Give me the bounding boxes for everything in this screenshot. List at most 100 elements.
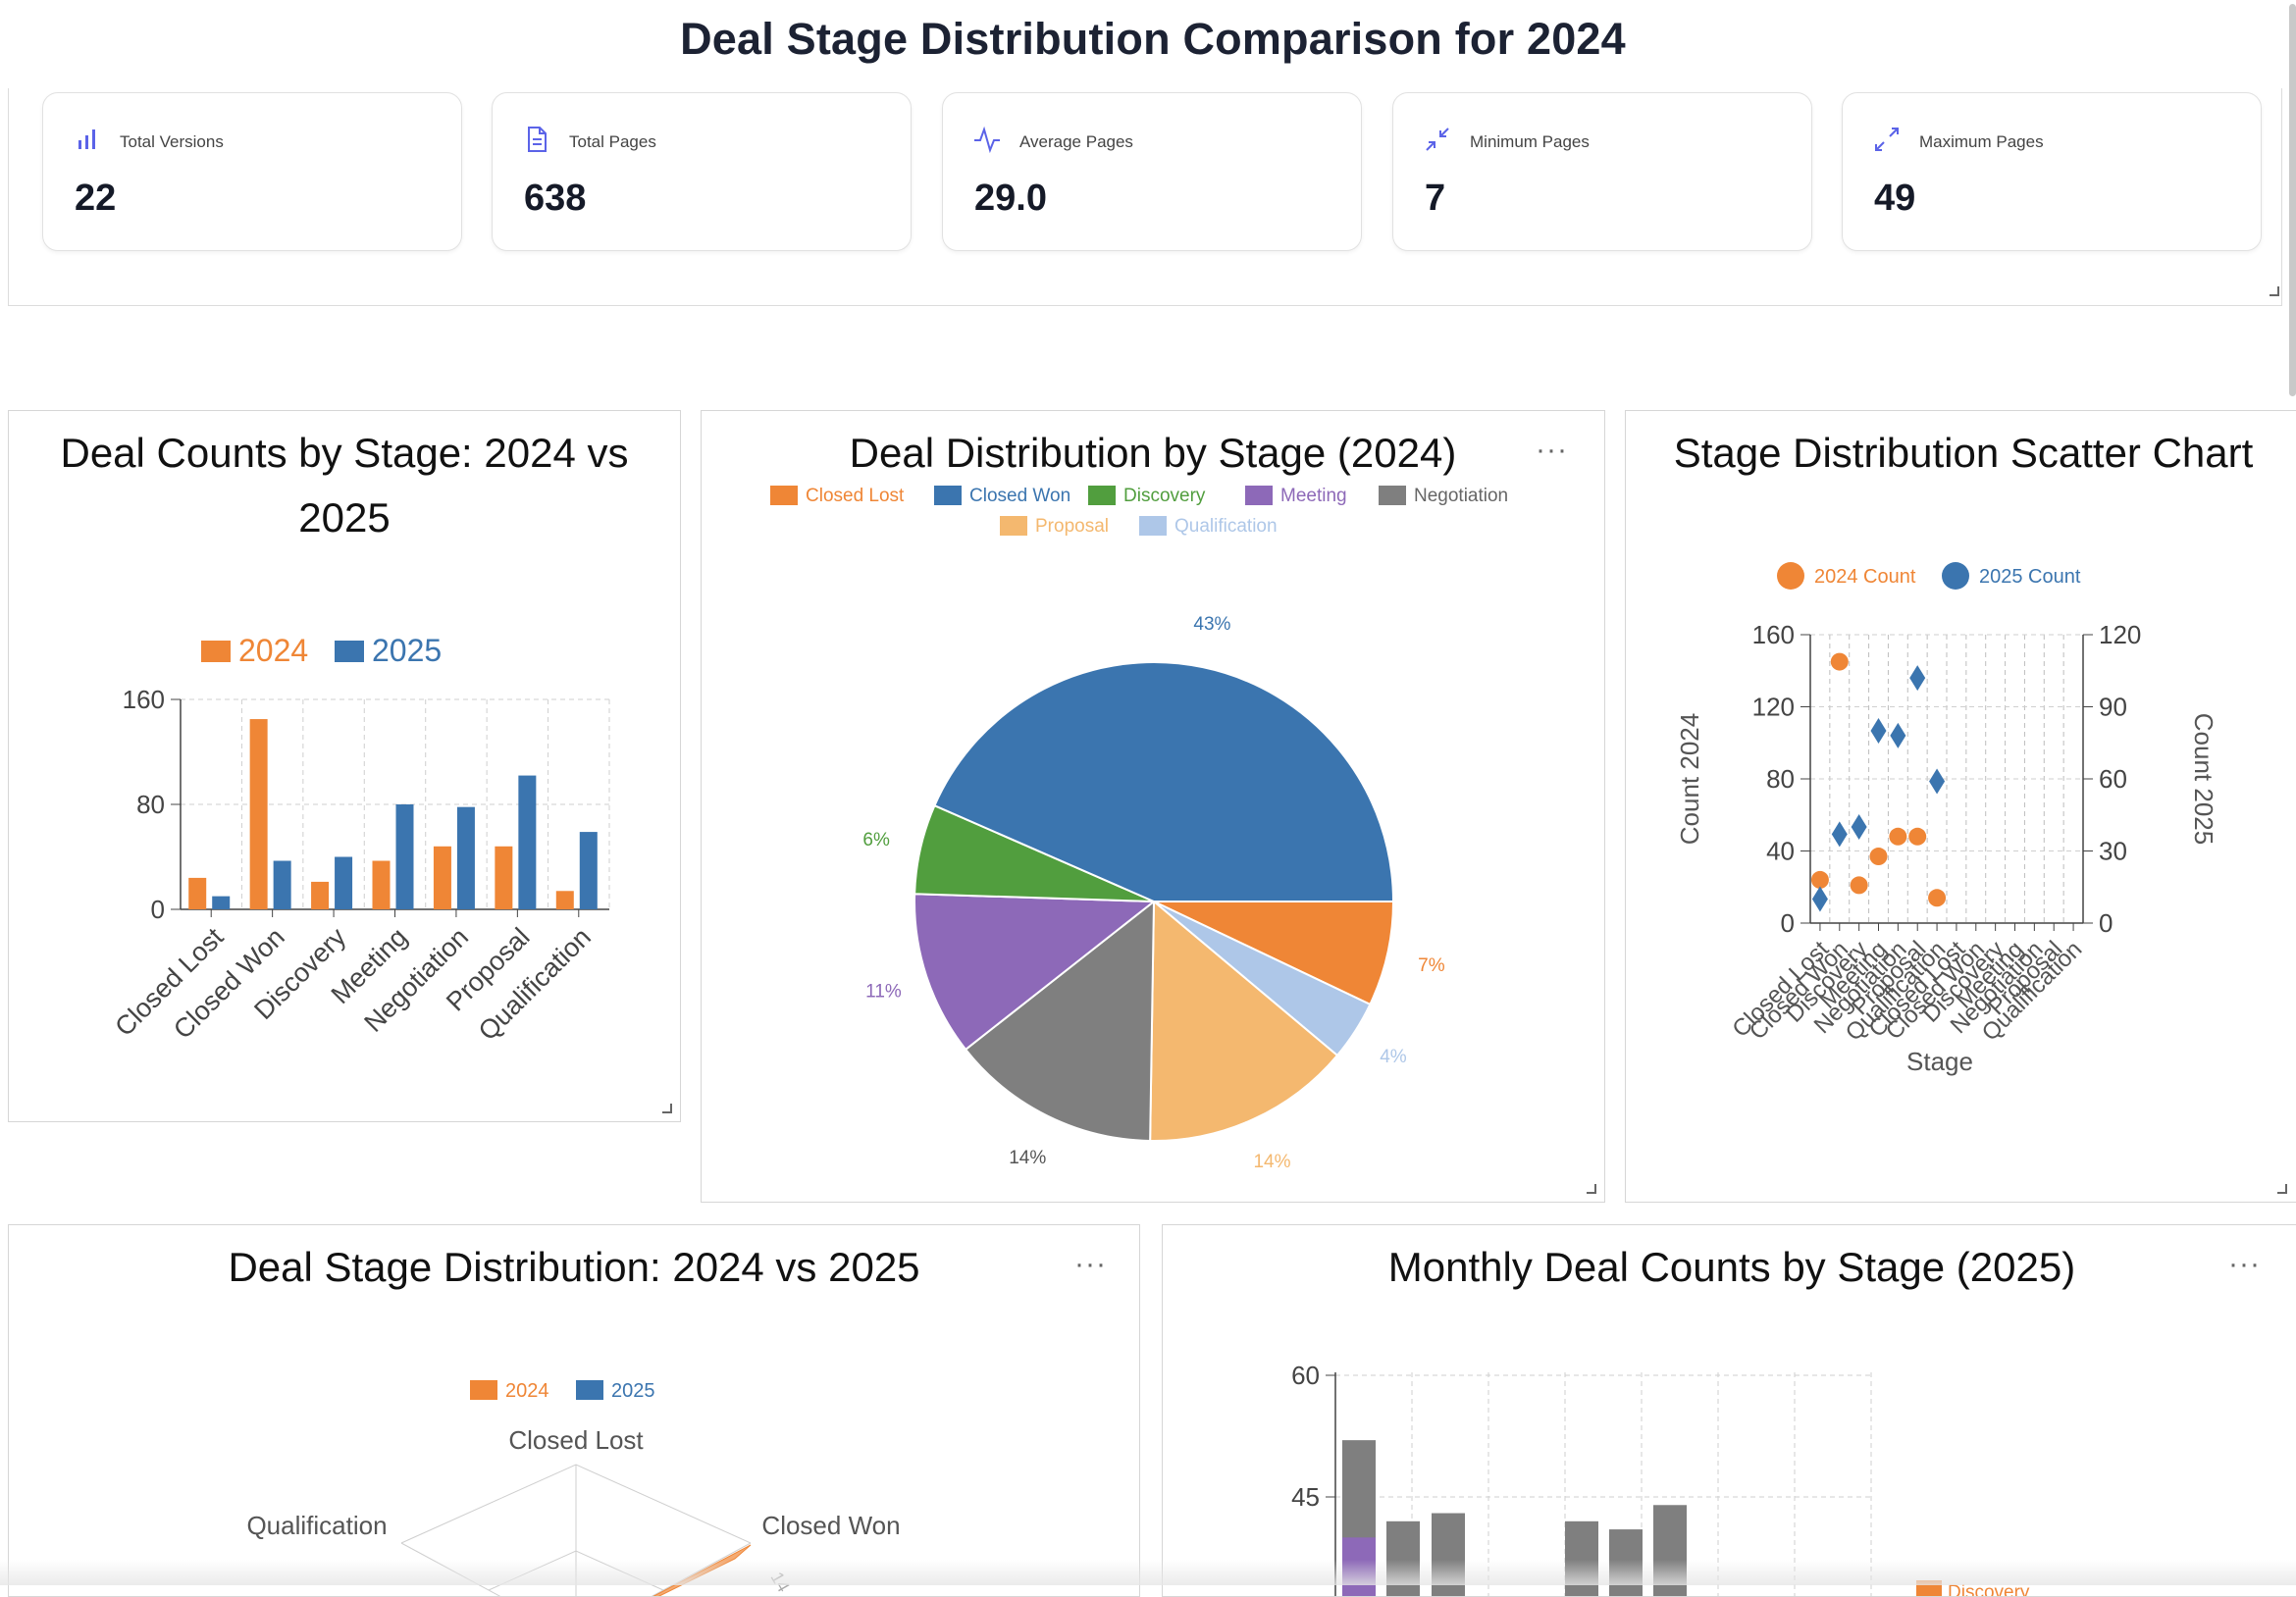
stat-label: Maximum Pages	[1919, 132, 2044, 151]
stat-value: 638	[524, 178, 587, 219]
scatter-point-2024	[1908, 827, 1927, 846]
bar-2024-negotiation	[433, 846, 451, 909]
stat-label: Minimum Pages	[1470, 132, 1590, 151]
scatter-point-2025	[1851, 814, 1867, 840]
legend-swatch	[335, 641, 364, 662]
y-axis-label: Count 2024	[1675, 713, 1704, 845]
y2-tick-label: 90	[2099, 693, 2127, 722]
maximize-icon	[1875, 128, 1899, 151]
panel-title: Monthly Deal Counts by Stage (2025)	[1387, 1244, 2076, 1290]
stat-card-total-versions: Total Versions 22	[42, 92, 462, 251]
more-options-icon[interactable]: ···	[2228, 1248, 2261, 1280]
stat-value: 7	[1425, 178, 1446, 219]
stat-label: Average Pages	[1019, 132, 1133, 151]
stat-value: 29.0	[974, 178, 1047, 219]
bar-chart-title: Deal Counts by Stage: 2024 vs 2025	[60, 430, 629, 541]
bar-chart-panel: Deal Counts by Stage: 2024 vs 2025 2024 2…	[8, 410, 681, 1122]
bar-2024-meeting	[372, 860, 391, 909]
stat-card-maximum-pages: Maximum Pages 49	[1842, 92, 2262, 251]
legend-label: Qualification	[1174, 516, 1278, 537]
legend-swatch	[201, 641, 231, 662]
scatter-point-2024	[1850, 876, 1868, 895]
stat-value: 22	[75, 178, 117, 219]
scatter-chart-svg: 2024 Count 2025 Count 0 40 80 120 160 0 30 60 90 12…	[1675, 562, 2218, 1076]
stat-label: Total Versions	[120, 132, 224, 151]
scatter-point-2025	[1831, 821, 1848, 848]
stat-label: Total Pages	[569, 132, 656, 151]
legend-swatch	[934, 486, 962, 505]
y-tick-label: 0	[1781, 908, 1795, 938]
stat-card-minimum-pages: Minimum Pages 7	[1392, 92, 1812, 251]
panel-title: Deal Distribution by Stage (2024)	[849, 430, 1457, 476]
y2-tick-label: 60	[2099, 764, 2127, 794]
radar-ring	[400, 1464, 752, 1544]
y-tick-label: 120	[1752, 693, 1795, 722]
legend-swatch	[1245, 486, 1273, 505]
monthly-bar-panel: Monthly Deal Counts by Stage (2025) ··· …	[1162, 1224, 2296, 1597]
bar-2025-proposal	[518, 775, 537, 909]
scatter-point-2025	[1811, 886, 1828, 912]
bar-2025-closed-lost	[212, 896, 231, 909]
pie-label: 14%	[1009, 1148, 1046, 1168]
pulse-icon	[974, 126, 1000, 154]
pie-slice-closed-won	[933, 661, 1395, 902]
y2-axis-label: Count 2025	[2189, 713, 2218, 845]
scatter-point-2025	[1870, 718, 1887, 744]
resize-handle[interactable]	[662, 1104, 672, 1113]
more-options-icon[interactable]: ···	[1074, 1248, 1107, 1280]
y-tick-label: 80	[136, 790, 165, 819]
scatter-point-2025	[1929, 768, 1946, 795]
legend-swatch	[470, 1380, 497, 1400]
legend-label: 2025 Count	[1979, 566, 2081, 588]
legend-label: Meeting	[1280, 486, 1347, 506]
y-tick-label: 80	[1766, 764, 1795, 794]
pie-slice-negotiation	[964, 899, 1156, 1142]
radar-chart-panel: Deal Stage Distribution: 2024 vs 2025 ··…	[8, 1224, 1140, 1597]
radar-axis-label: Closed Lost	[508, 1425, 644, 1455]
legend-marker	[1777, 562, 1804, 590]
scatter-point-2024	[1810, 870, 1829, 889]
panel-title: Deal Stage Distribution: 2024 vs 2025	[228, 1244, 920, 1290]
legend-swatch	[1088, 486, 1116, 505]
scatter-chart-panel: Stage Distribution Scatter Chart 2024 Co…	[1625, 410, 2296, 1203]
y2-tick-label: 30	[2099, 837, 2127, 866]
legend-label: Closed Lost	[806, 486, 905, 506]
legend-label: Closed Won	[969, 486, 1070, 506]
legend-marker	[1942, 562, 1969, 590]
stat-card-average-pages: Average Pages 29.0	[942, 92, 1362, 251]
scatter-point-2024	[1830, 652, 1849, 671]
scatter-point-2025	[1909, 665, 1926, 692]
pie-label: 11%	[865, 981, 902, 1002]
bar-2024-discovery	[311, 881, 330, 909]
page-title: Deal Stage Distribution Comparison for 2…	[680, 14, 1626, 64]
resize-handle[interactable]	[2277, 1184, 2287, 1194]
pie-chart-panel: Deal Distribution by Stage (2024) ··· Cl…	[701, 410, 1605, 1203]
resize-handle[interactable]	[2270, 286, 2279, 296]
legend-swatch	[576, 1380, 603, 1400]
y-tick-label: 45	[1291, 1482, 1320, 1512]
bar-2024-closed-lost	[188, 877, 207, 909]
pie-label: 4%	[1380, 1047, 1407, 1067]
y-tick-label: 160	[1752, 620, 1795, 649]
scatter-point-2024	[1928, 889, 1947, 907]
bar-chart-icon	[78, 129, 95, 149]
more-options-icon[interactable]: ···	[1536, 434, 1568, 466]
legend-label-2025: 2025	[372, 633, 442, 668]
scatter-point-2024	[1869, 848, 1888, 866]
scatter-point-2024	[1889, 827, 1907, 846]
document-icon	[528, 127, 547, 152]
pie-label: 43%	[1193, 614, 1230, 635]
y2-tick-label: 0	[2099, 908, 2113, 938]
resize-handle[interactable]	[1587, 1184, 1596, 1194]
legend-label: Discovery	[1123, 486, 1206, 506]
page-scrollbar[interactable]	[2289, 4, 2296, 396]
radar-axis-label: Closed Won	[761, 1511, 900, 1540]
stat-card-total-pages: Total Pages 638	[492, 92, 912, 251]
pie-label: 14%	[1253, 1152, 1290, 1172]
legend-label: 2024 Count	[1814, 566, 1916, 588]
panel-title: Deal Counts by Stage: 2024 vs 2025	[9, 421, 680, 550]
pie-slice-proposal	[1149, 899, 1339, 1142]
bar-2025-negotiation	[456, 806, 475, 909]
